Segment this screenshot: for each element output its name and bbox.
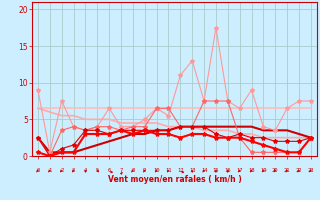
X-axis label: Vent moyen/en rafales ( km/h ): Vent moyen/en rafales ( km/h ) — [108, 175, 241, 184]
